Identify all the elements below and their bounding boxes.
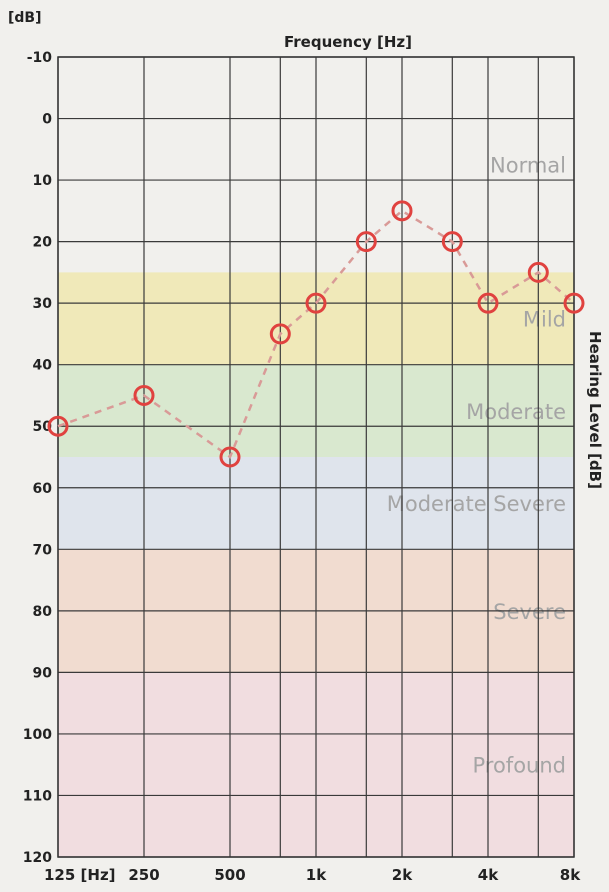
x-tick-label: 2k [392,866,413,884]
y-tick-label: 60 [33,481,53,497]
data-point [563,292,585,314]
y-tick-label: 100 [23,727,52,743]
chart-title: Frequency [Hz] [284,33,412,51]
x-tick-label: 1k [306,866,327,884]
x-axis-ticks: 125 [Hz] 250 500 1k 2k 4k 8k [44,866,581,884]
plot-border [57,56,575,858]
y-axis-label: Hearing Level [dB] [586,331,604,489]
y-tick-label: 20 [33,235,53,251]
data-point [219,446,241,468]
y-unit-label: [dB] [8,10,42,26]
band-labels: Normal Mild Moderate Moderate Severe Severe P… [387,154,566,778]
y-tick-label: 70 [33,542,53,558]
x-tick-label: 4k [478,866,499,884]
y-tick-label: 50 [33,419,53,435]
data-point [477,292,499,314]
band-label-profound: Profound [472,754,566,778]
y-tick-label: 80 [33,604,53,620]
y-tick-label: 90 [33,665,53,681]
series-connector [57,209,575,459]
x-tick-label: 125 [Hz] [44,866,116,884]
band-label-mild: Mild [523,308,566,332]
data-point [47,415,69,437]
data-point [355,231,377,253]
y-tick-label: 0 [42,112,52,128]
data-point [527,261,549,283]
data-point [133,384,155,406]
x-tick-label: 8k [560,866,581,884]
y-tick-label: 120 [23,850,52,866]
series-points [47,200,585,468]
y-axis-ticks: -10 0 10 20 30 40 50 60 70 80 90 100 110 120 [23,50,52,866]
y-tick-label: -10 [27,50,53,66]
data-point [269,323,291,345]
grid-lines [57,56,575,858]
y-tick-label: 40 [33,358,53,374]
band-label-normal: Normal [490,154,566,178]
series-line [57,209,575,459]
data-point [391,200,413,222]
data-point [441,231,463,253]
band-label-moderate-severe: Moderate Severe [387,492,566,516]
y-tick-label: 30 [33,296,53,312]
y-tick-label: 110 [23,788,52,804]
y-tick-label: 10 [33,173,53,189]
band-label-severe: Severe [493,600,566,624]
x-tick-label: 500 [214,866,245,884]
data-point [305,292,327,314]
band-label-moderate: Moderate [466,400,566,424]
x-tick-label: 250 [128,866,159,884]
